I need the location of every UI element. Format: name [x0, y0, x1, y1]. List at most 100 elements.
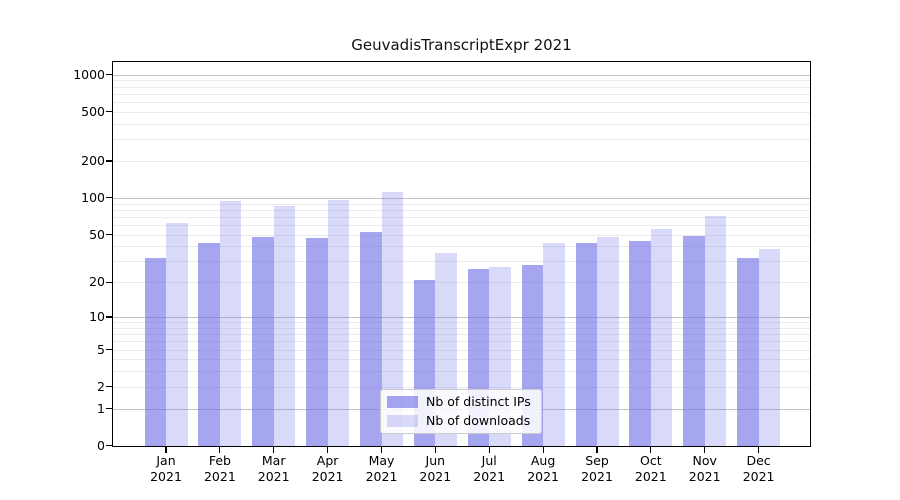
x-tick-label-may: May 2021 — [352, 453, 412, 484]
gridline-minor — [113, 234, 810, 236]
y-tick-label: 5 — [97, 341, 105, 357]
x-tick-mark — [434, 446, 436, 453]
legend-label-downloads: Nb of downloads — [426, 413, 531, 428]
x-tick-label-year: 2021 — [527, 468, 559, 484]
gridline-minor — [113, 359, 810, 361]
bar-dec-distinct-ips — [737, 258, 759, 446]
y-tick-mark — [106, 445, 113, 447]
bar-may-downloads — [381, 192, 403, 446]
x-tick-mark — [327, 446, 329, 453]
x-tick-label-year: 2021 — [419, 468, 452, 484]
y-tick-mark — [106, 197, 113, 199]
bar-jan-distinct-ips — [144, 258, 166, 446]
gridline-minor — [113, 261, 810, 263]
y-tick-label: 2 — [97, 378, 105, 394]
x-tick-mark — [219, 446, 221, 453]
gridline-minor — [113, 80, 810, 82]
gridline-minor — [113, 86, 810, 88]
y-tick-label: 200 — [81, 153, 105, 168]
legend-swatch-downloads — [387, 414, 418, 427]
y-tick-mark — [106, 160, 113, 162]
y-tick-label: 50 — [89, 226, 105, 242]
gridline-minor — [113, 246, 810, 248]
gridline-minor — [113, 139, 810, 141]
x-tick-label-jan: Jan 2021 — [136, 453, 196, 484]
x-tick-mark — [380, 446, 383, 453]
bar-may-distinct-ips — [360, 231, 382, 446]
y-tick-mark — [106, 349, 113, 351]
x-tick-label-year: 2021 — [742, 468, 775, 484]
gridline-minor — [113, 371, 810, 373]
y-tick-mark — [106, 408, 113, 410]
bar-oct-downloads — [650, 228, 673, 446]
chart-title: GeuvadisTranscriptExpr 2021 — [351, 36, 572, 54]
bar-sep-distinct-ips — [575, 242, 597, 446]
x-tick-label-oct: Oct 2021 — [621, 453, 681, 484]
y-tick-mark — [106, 234, 113, 236]
gridline-major — [113, 317, 810, 318]
x-tick-mark — [488, 446, 490, 453]
y-tick-label: 1000 — [73, 66, 105, 82]
bar-jan-downloads — [166, 223, 188, 446]
x-tick-label-jun: Jun 2021 — [405, 453, 465, 484]
x-tick-label-year: 2021 — [150, 468, 182, 484]
gridline-minor — [113, 111, 810, 113]
legend-label-distinct-ips: Nb of distinct IPs — [426, 394, 531, 409]
x-tick-mark — [758, 446, 760, 453]
bar-nov-distinct-ips — [683, 235, 705, 446]
x-tick-label-year: 2021 — [473, 468, 506, 484]
gridline-minor — [113, 123, 810, 125]
bar-nov-downloads — [704, 216, 727, 446]
y-tick-label: 100 — [81, 189, 105, 205]
legend-row: Nb of downloads — [387, 413, 541, 429]
bar-feb-distinct-ips — [198, 242, 220, 446]
gridline-minor — [113, 327, 810, 329]
x-tick-mark — [542, 446, 544, 453]
x-tick-label-year: 2021 — [365, 468, 398, 484]
y-tick-mark — [106, 386, 113, 388]
x-tick-label-year: 2021 — [257, 468, 290, 484]
gridline-minor — [113, 386, 810, 388]
legend: Nb of distinct IPs Nb of downloads — [380, 388, 542, 434]
bar-feb-downloads — [219, 200, 242, 446]
bar-mar-distinct-ips — [252, 236, 274, 446]
bar-mar-downloads — [273, 205, 296, 446]
legend-swatch-distinct-ips — [387, 395, 418, 408]
bar-dec-downloads — [758, 249, 781, 446]
x-tick-label-mar: Mar 2021 — [244, 453, 304, 484]
gridline-minor — [113, 282, 810, 284]
x-tick-label-year: 2021 — [688, 468, 721, 484]
gridline-minor — [113, 102, 810, 104]
y-tick-mark — [106, 74, 113, 76]
x-tick-mark — [596, 446, 598, 453]
y-tick-label: 10 — [89, 309, 105, 324]
legend-row: Nb of distinct IPs — [387, 394, 541, 410]
gridline-minor — [113, 334, 810, 336]
x-tick-label-apr: Apr 2021 — [298, 453, 358, 484]
y-tick-mark — [106, 316, 113, 318]
x-tick-mark — [650, 446, 652, 453]
x-tick-label-nov: Nov 2021 — [675, 453, 735, 484]
gridline-minor — [113, 93, 810, 95]
y-tick-label: 500 — [81, 103, 105, 119]
bar-apr-downloads — [327, 200, 350, 446]
x-tick-label-year: 2021 — [311, 468, 344, 484]
gridline-minor — [113, 216, 810, 218]
y-tick-mark — [106, 111, 113, 113]
x-tick-label-jul: Jul 2021 — [459, 453, 519, 484]
x-tick-mark — [273, 446, 275, 453]
y-tick-label: 0 — [97, 437, 105, 453]
bar-aug-downloads — [543, 242, 565, 446]
gridline-major — [113, 197, 810, 199]
x-tick-label-year: 2021 — [634, 468, 667, 484]
x-tick-mark — [165, 446, 167, 453]
gridline-minor — [113, 225, 810, 226]
y-tick-mark — [106, 281, 113, 283]
y-tick-label: 1 — [97, 400, 105, 416]
y-tick-label: 20 — [89, 274, 105, 290]
gridline-minor — [113, 349, 810, 351]
plot-area: Nb of distinct IPs Nb of downloads — [112, 60, 811, 447]
x-tick-label-feb: Feb 2021 — [190, 453, 250, 484]
x-tick-label-year: 2021 — [203, 468, 236, 484]
